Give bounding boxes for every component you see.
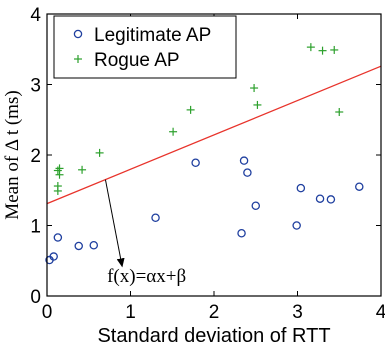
- legitimate-ap-point: [251, 201, 260, 211]
- x-tick-label: 1: [125, 302, 136, 323]
- legitimate-ap-point: [89, 240, 99, 250]
- rogue-ap-point: [53, 182, 62, 191]
- rogue-ap-point: [253, 100, 262, 109]
- legend-box: [53, 15, 237, 79]
- rogue-ap-point: [55, 170, 64, 179]
- y-tick-label: 4: [30, 5, 41, 26]
- y-axis-label: Mean of Δ t (ms): [2, 90, 23, 219]
- rogue-ap-point: [330, 45, 339, 54]
- legend-label-legitimate: Legitimate AP: [94, 25, 211, 46]
- legend: Legitimate AP Rogue AP: [53, 15, 237, 79]
- rogue-ap-point: [95, 148, 104, 157]
- legitimate-ap-point: [315, 194, 325, 203]
- rogue-ap-point: [306, 43, 315, 52]
- legend-label-rogue: Rogue AP: [94, 50, 180, 71]
- legitimate-ap-point: [237, 229, 246, 238]
- annotation-text: f(x)=αx+β: [107, 266, 186, 287]
- x-tick-label: 2: [209, 302, 220, 323]
- legitimate-ap-point: [49, 252, 58, 261]
- legend-marker-legitimate: [73, 29, 83, 39]
- x-axis-label: Standard deviation of RTT: [97, 325, 330, 347]
- legitimate-ap-point: [292, 221, 301, 230]
- annotation-layer: f(x)=αx+β: [104, 179, 186, 287]
- legitimate-ap-point: [239, 156, 249, 165]
- fit-line-layer: [46, 65, 382, 205]
- y-tick-label: 3: [30, 76, 41, 97]
- plot-frame: [46, 13, 382, 297]
- legitimate-ap-point: [296, 183, 306, 193]
- legend-marker-rogue: [74, 55, 82, 63]
- rogue-ap-point: [335, 107, 344, 116]
- legitimate-ap-point: [151, 213, 160, 222]
- legitimate-ap-point: [243, 168, 252, 177]
- rogue-ap-point: [250, 84, 259, 93]
- x-tick-label: 0: [42, 302, 53, 323]
- y-tick-label: 1: [30, 217, 41, 238]
- legitimate-ap-point: [53, 233, 63, 242]
- legitimate-ap-point: [191, 158, 200, 168]
- rogue-ap-point: [78, 165, 87, 174]
- fit-line: [46, 65, 382, 205]
- annotation-arrow: [104, 179, 125, 268]
- legitimate-ap-point: [355, 182, 364, 191]
- rogue-ap-point: [318, 46, 327, 55]
- y-tick-label: 2: [30, 146, 41, 167]
- y-tick-label: 0: [30, 287, 41, 308]
- points-layer: [45, 43, 364, 265]
- x-tick-label: 3: [292, 302, 303, 323]
- legitimate-ap-point: [74, 241, 83, 251]
- rogue-ap-point: [186, 105, 195, 114]
- x-tick-label: 4: [376, 302, 385, 323]
- rogue-ap-point: [169, 127, 178, 136]
- legitimate-ap-point: [326, 195, 336, 204]
